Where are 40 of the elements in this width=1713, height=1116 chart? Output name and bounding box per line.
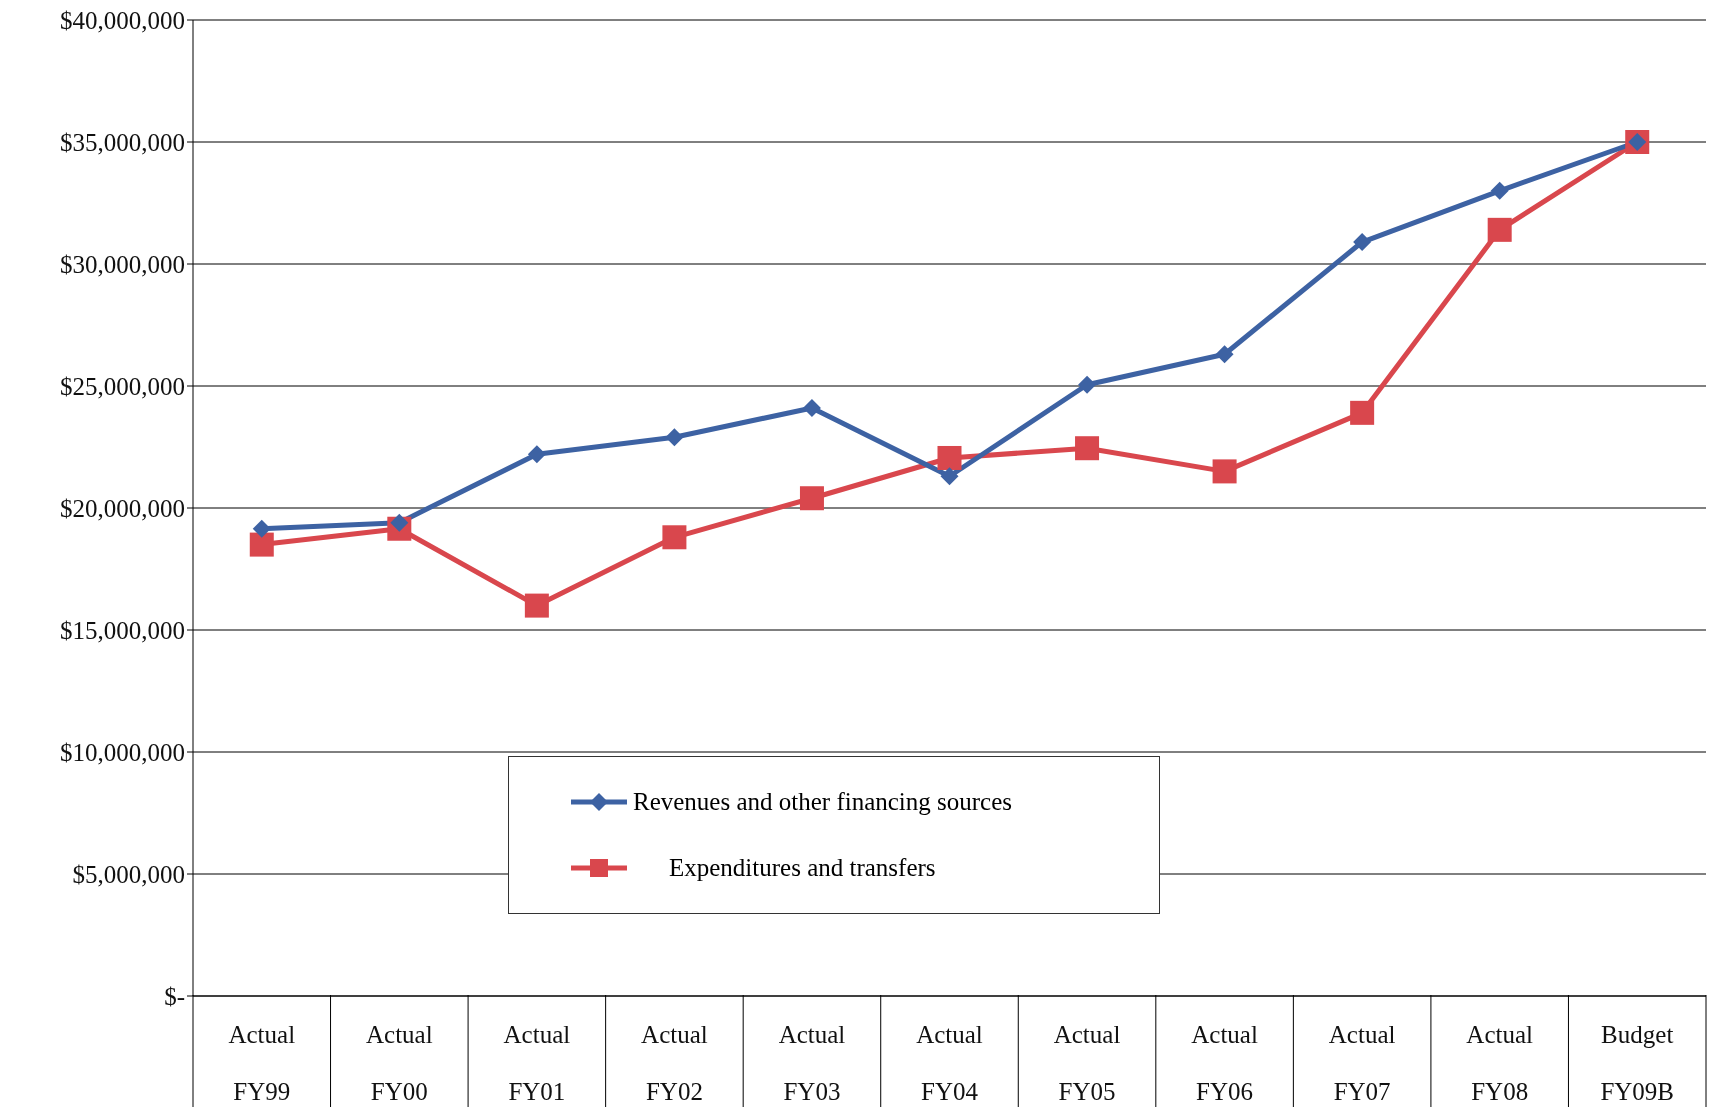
point <box>802 398 821 417</box>
y-tick-label: $10,000,000 <box>60 738 185 766</box>
category-label: Actual FY01 <box>503 1021 571 1105</box>
point <box>524 593 549 618</box>
point <box>799 486 824 511</box>
y-tick-label: $20,000,000 <box>60 494 185 522</box>
legend-label: Expenditures and transfers <box>669 854 936 882</box>
category-label: Actual FY05 <box>1053 1021 1121 1105</box>
category-label: Actual FY99 <box>228 1021 296 1105</box>
category-label: Actual FY02 <box>641 1021 708 1105</box>
point <box>940 467 959 486</box>
category-label: Actual FY03 <box>778 1021 846 1105</box>
point <box>1487 217 1512 242</box>
y-tick-label: $- <box>164 982 185 1010</box>
category-label: Budget FY09B <box>1600 1021 1675 1105</box>
point <box>1490 181 1509 200</box>
point <box>937 445 962 470</box>
y-tick-label: $40,000,000 <box>60 6 185 34</box>
point <box>1353 233 1372 252</box>
category-label: Actual FY06 <box>1191 1021 1258 1105</box>
point <box>1215 345 1234 364</box>
category-label: Actual FY04 <box>916 1021 983 1105</box>
point <box>1078 375 1097 394</box>
point <box>1075 436 1100 461</box>
category-label: Actual FY08 <box>1466 1021 1533 1105</box>
y-tick-label: $35,000,000 <box>60 128 185 156</box>
point <box>662 525 687 550</box>
y-tick-label: $30,000,000 <box>60 250 185 278</box>
category-label: Actual FY07 <box>1328 1021 1396 1105</box>
point <box>665 428 684 447</box>
y-tick-label: $15,000,000 <box>60 616 185 644</box>
point <box>252 519 271 538</box>
point <box>1212 459 1237 484</box>
y-tick-label: $25,000,000 <box>60 372 185 400</box>
category-label: Actual FY00 <box>366 1021 433 1105</box>
point <box>527 445 546 464</box>
point <box>249 532 274 557</box>
point <box>1350 400 1375 425</box>
legend-label: Revenues and other financing sources <box>633 788 1013 816</box>
y-tick-label: $5,000,000 <box>72 860 185 888</box>
